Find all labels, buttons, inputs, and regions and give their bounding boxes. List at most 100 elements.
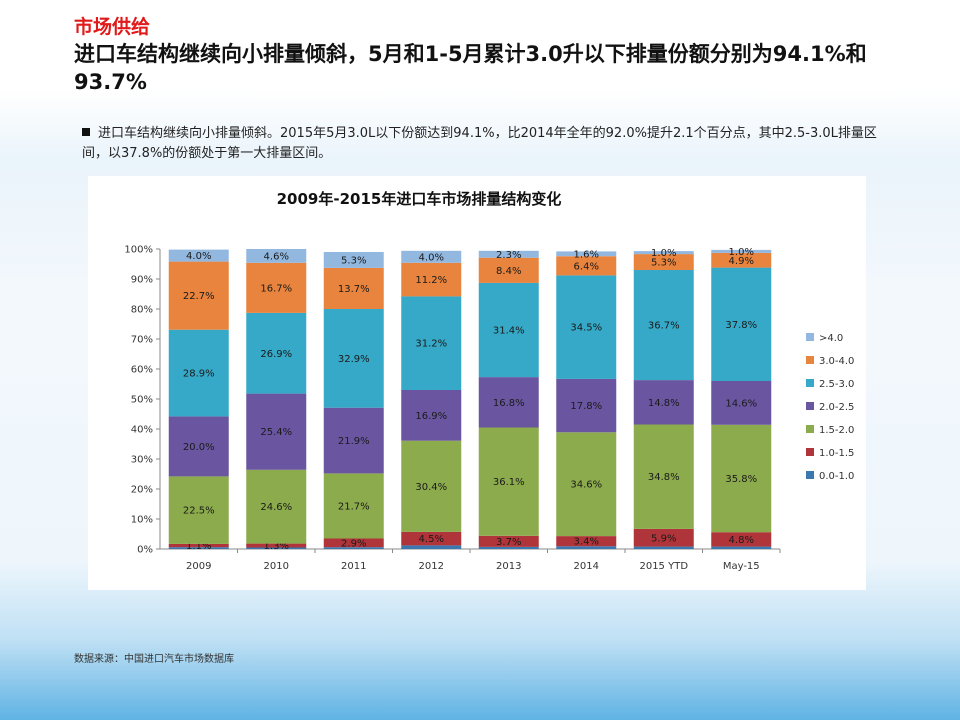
- section-title: 市场供给: [74, 16, 151, 38]
- bar-segment: [168, 543, 229, 548]
- bar-segment: [711, 267, 772, 381]
- bar-segment: [401, 296, 462, 390]
- y-tick-label: 100%: [124, 245, 153, 256]
- data-label: 31.2%: [415, 339, 447, 350]
- bar-segment: [633, 251, 694, 255]
- bar-segment: [633, 546, 694, 549]
- legend-swatch: [806, 333, 814, 341]
- data-label: 34.6%: [570, 480, 602, 491]
- data-label: 4.9%: [729, 256, 754, 267]
- data-label: 21.9%: [338, 436, 370, 447]
- bar-segment: [168, 547, 229, 549]
- bar-segment: [556, 275, 617, 379]
- data-label: 3.4%: [574, 537, 599, 548]
- bar-segment: [323, 473, 384, 539]
- bar-segment: [401, 390, 462, 441]
- bar-segment: [633, 254, 694, 270]
- bar-segment: [323, 538, 384, 548]
- bar-segment: [478, 257, 539, 283]
- data-label: 32.9%: [338, 354, 370, 365]
- data-label: 14.6%: [725, 398, 757, 409]
- bar-segment: [246, 543, 307, 548]
- page-headline: 进口车结构继续向小排量倾斜，5月和1-5月累计3.0升以下排量份额分别为94.1…: [74, 42, 867, 94]
- data-label: 11.2%: [415, 275, 447, 286]
- bar-segment: [246, 249, 307, 263]
- bar-segment: [401, 545, 462, 549]
- y-tick-label: 70%: [131, 335, 153, 346]
- legend-label: 3.0-4.0: [819, 356, 854, 367]
- source-note: 数据来源：中国进口汽车市场数据库: [74, 654, 234, 665]
- data-label: 28.9%: [183, 369, 215, 380]
- data-label: 5.9%: [651, 533, 676, 544]
- y-tick-label: 80%: [131, 305, 153, 316]
- bar-segment: [323, 407, 384, 474]
- bar-segment: [401, 440, 462, 532]
- data-label: 1.0%: [729, 247, 754, 258]
- bar-segment: [556, 432, 617, 537]
- bar-segment: [401, 531, 462, 546]
- bar-segment: [478, 282, 539, 378]
- data-label: 31.4%: [493, 326, 525, 337]
- data-label: 24.6%: [260, 502, 292, 513]
- bar-segment: [478, 535, 539, 547]
- bar-segment: [711, 424, 772, 533]
- legend-label: 0.0-1.0: [819, 471, 854, 482]
- y-tick-label: 10%: [131, 515, 153, 526]
- data-label: 13.7%: [338, 284, 370, 295]
- data-label: 20.0%: [183, 442, 215, 453]
- data-label: 35.8%: [725, 474, 757, 485]
- data-label: 36.7%: [648, 321, 680, 332]
- bar-segment: [711, 381, 772, 425]
- y-tick-label: 90%: [131, 275, 153, 286]
- bar-segment: [246, 262, 307, 313]
- y-tick-label: 40%: [131, 425, 153, 436]
- data-label: 4.5%: [419, 534, 444, 545]
- data-label: 2.3%: [496, 250, 521, 261]
- y-tick-label: 50%: [131, 395, 153, 406]
- bar-segment: [246, 312, 307, 394]
- chart-title: 2009年-2015年进口车市场排量结构变化: [276, 190, 562, 208]
- bar-segment: [401, 262, 462, 297]
- bar-segment: [168, 261, 229, 330]
- x-tick-label: 2013: [496, 561, 521, 572]
- bar-segment: [711, 546, 772, 549]
- legend-label: 2.5-3.0: [819, 379, 854, 390]
- data-label: 30.4%: [415, 482, 447, 493]
- bar-segment: [556, 546, 617, 549]
- data-label: 37.8%: [725, 320, 757, 331]
- bar-segment: [168, 416, 229, 477]
- data-label: 1.0%: [651, 248, 676, 259]
- bullet-paragraph: 进口车结构继续向小排量倾斜。2015年5月3.0L以下份额达到94.1%，比20…: [82, 124, 902, 164]
- x-tick-label: 2010: [264, 561, 289, 572]
- data-label: 8.4%: [496, 266, 521, 277]
- bar-segment: [711, 532, 772, 547]
- bar-segment: [168, 329, 229, 417]
- bar-segment: [168, 249, 229, 262]
- legend-swatch: [806, 356, 814, 364]
- legend-label: 2.0-2.5: [819, 402, 854, 413]
- legend-swatch: [806, 471, 814, 479]
- legend-swatch: [806, 379, 814, 387]
- bullet-text: 进口车结构继续向小排量倾斜。2015年5月3.0L以下份额达到94.1%，比20…: [82, 126, 877, 161]
- data-label: 34.5%: [570, 323, 602, 334]
- bar-segment: [633, 380, 694, 425]
- data-label: 3.7%: [496, 537, 521, 548]
- data-label: 25.4%: [260, 427, 292, 438]
- data-label: 16.9%: [415, 411, 447, 422]
- bar-segment: [323, 309, 384, 408]
- x-tick-label: 2012: [419, 561, 444, 572]
- bar-segment: [323, 252, 384, 268]
- x-tick-label: May-15: [723, 561, 760, 572]
- bar-segment: [246, 547, 307, 549]
- data-label: 2.9%: [341, 538, 366, 549]
- bullet-square-icon: [82, 128, 90, 136]
- bar-segment: [556, 256, 617, 276]
- data-label: 4.8%: [729, 535, 754, 546]
- bar-segment: [323, 267, 384, 309]
- bar-segment: [478, 377, 539, 428]
- bar-segment: [323, 547, 384, 549]
- data-label: 4.0%: [186, 251, 211, 262]
- legend-swatch: [806, 402, 814, 410]
- chart-panel: 2009年-2015年进口车市场排量结构变化 0% 10% 20% 30% 40% 50%…: [88, 176, 866, 590]
- x-tick-label: 2014: [574, 561, 599, 572]
